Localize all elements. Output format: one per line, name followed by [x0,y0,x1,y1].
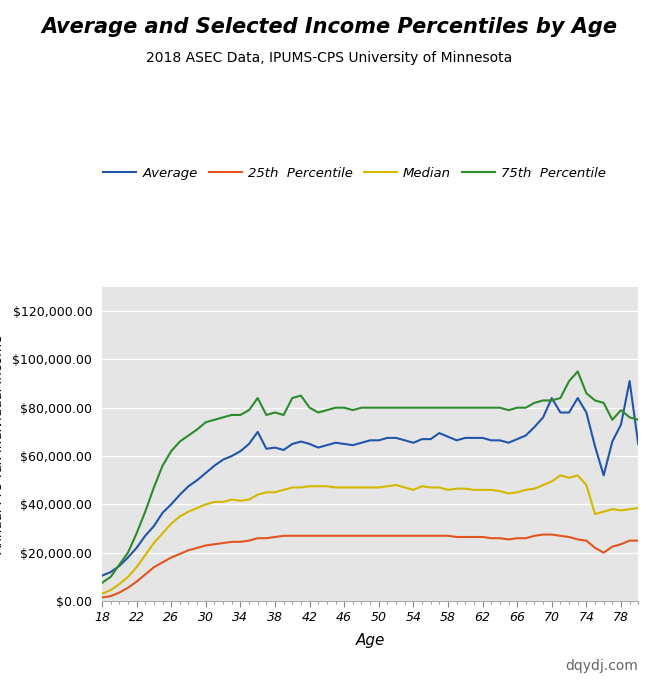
Text: Average and Selected Income Percentiles by Age: Average and Selected Income Percentiles … [41,17,617,37]
Text: dqydj.com: dqydj.com [565,659,638,673]
Legend: Average, 25th  Percentile, Median, 75th  Percentile: Average, 25th Percentile, Median, 75th P… [98,161,611,185]
Y-axis label: Annual Pre-Tax Individual Income: Annual Pre-Tax Individual Income [0,334,5,554]
Text: 2018 ASEC Data, IPUMS-CPS University of Minnesota: 2018 ASEC Data, IPUMS-CPS University of … [146,51,512,65]
X-axis label: Age: Age [355,632,385,647]
